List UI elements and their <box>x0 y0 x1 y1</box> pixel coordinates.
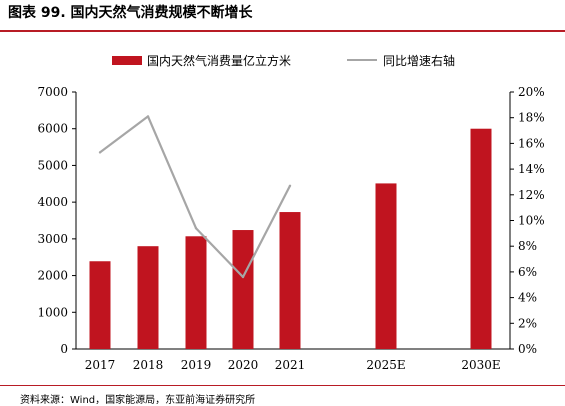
growth-point <box>194 227 198 230</box>
title-divider <box>0 30 565 32</box>
y-right-tick-label: 14% <box>518 162 545 176</box>
x-tick-label: 2018 <box>133 358 164 372</box>
source-note: 资料来源：Wind，国家能源局，东亚前海证券研究所 <box>20 395 256 406</box>
y-right-tick-label: 10% <box>518 214 545 228</box>
y-left-tick-label: 0 <box>60 342 68 356</box>
y-left-tick-label: 6000 <box>37 122 68 136</box>
legend-label-bar: 国内天然气消费量亿立方米 <box>147 53 291 68</box>
legend-swatch-bar <box>112 56 142 65</box>
growth-point <box>288 184 292 188</box>
x-tick-label: 2030E <box>461 358 500 372</box>
y-right-tick-label: 2% <box>518 316 537 330</box>
y-left-tick-label: 2000 <box>37 269 68 283</box>
y-right-tick-label: 0% <box>518 342 537 356</box>
growth-point <box>241 275 245 279</box>
bar-series <box>89 128 492 349</box>
y-left-tick-label: 1000 <box>37 305 68 319</box>
bar <box>375 183 397 349</box>
bar <box>470 128 492 349</box>
y-right-tick-label: 6% <box>518 265 537 279</box>
y-right-tick-label: 18% <box>518 111 545 125</box>
y-left-tick-label: 3000 <box>37 232 68 246</box>
bar <box>185 236 207 349</box>
bar <box>232 230 254 349</box>
source-divider <box>0 385 565 386</box>
y-right-tick-label: 4% <box>518 291 537 305</box>
x-tick-label: 2021 <box>275 358 306 372</box>
y-left-tick-label: 7000 <box>37 85 68 99</box>
y-right-tick-label: 8% <box>518 239 537 253</box>
y-left-tick-label: 5000 <box>37 158 68 172</box>
legend-label-line: 同比增速右轴 <box>383 53 455 68</box>
y-right-tick-label: 12% <box>518 188 545 202</box>
bar <box>89 261 111 349</box>
y-right-tick-label: 20% <box>518 85 545 99</box>
line-series <box>98 115 292 279</box>
x-tick-label: 2020 <box>228 358 259 372</box>
bar <box>279 212 301 349</box>
x-tick-label: 2019 <box>181 358 212 372</box>
growth-point <box>146 115 150 118</box>
x-tick-label: 2017 <box>85 358 116 372</box>
chart-legend: 国内天然气消费量亿立方米 同比增速右轴 <box>112 53 455 68</box>
growth-point <box>98 151 102 154</box>
y-left-tick-label: 4000 <box>37 195 68 209</box>
chart-title: 图表 99. 国内天然气消费规模不断增长 <box>8 5 253 21</box>
bar <box>137 246 159 349</box>
x-tick-label: 2025E <box>366 358 405 372</box>
y-right-tick-label: 16% <box>518 136 545 150</box>
